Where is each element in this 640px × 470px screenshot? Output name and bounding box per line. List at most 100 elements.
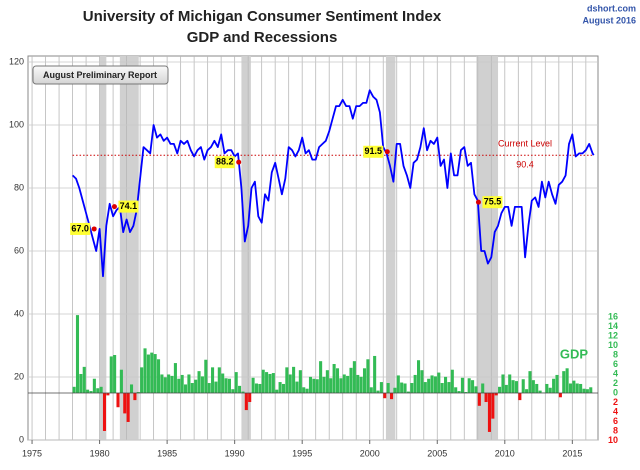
gdp-bar [295, 382, 298, 393]
gdp-bar [424, 382, 427, 393]
gdp-bar [437, 373, 440, 393]
x-tick-label: 2000 [360, 448, 380, 458]
y2-tick-label: 4 [613, 368, 618, 378]
y-tick-label: 80 [14, 182, 24, 192]
gdp-bar [79, 374, 82, 393]
annotation-point [92, 226, 97, 231]
gdp-bar [302, 387, 305, 393]
gdp-bar [525, 389, 528, 393]
gdp-bar [333, 364, 336, 393]
gdp-bar [417, 360, 420, 393]
gdp-bar [403, 383, 406, 392]
gdp-bar [258, 384, 261, 393]
gdp-bar [228, 379, 231, 393]
gdp-bar [96, 388, 99, 393]
gdp-bar [191, 383, 194, 393]
gdp-bar [252, 378, 255, 393]
gdp-bar [481, 383, 484, 392]
y-tick-label: 60 [14, 245, 24, 255]
gdp-bar [309, 377, 312, 393]
x-tick-label: 1985 [157, 448, 177, 458]
gdp-bar [420, 370, 423, 393]
gdp-bar [171, 376, 174, 393]
gdp-bar [143, 348, 146, 393]
y2-tick-label: 16 [608, 311, 618, 321]
x-tick-label: 2005 [427, 448, 447, 458]
gdp-bar [582, 389, 585, 393]
gdp-bar [177, 379, 180, 393]
gdp-bar [441, 383, 444, 393]
gdp-bar [289, 374, 292, 393]
gdp-bar [555, 375, 558, 393]
y-tick-label: 20 [14, 371, 24, 381]
gdp-bar [292, 367, 295, 393]
gdp-bar [83, 367, 86, 393]
gdp-bar [306, 389, 309, 393]
gdp-bar [515, 381, 518, 393]
gdp-bar [221, 374, 224, 393]
gdp-bar [174, 363, 177, 393]
y-tick-label: 40 [14, 308, 24, 318]
gdp-bar [461, 378, 464, 393]
gdp-bar [512, 380, 515, 393]
gdp-bar [262, 370, 265, 393]
reference-value: 90.4 [516, 160, 534, 170]
gdp-bar [181, 375, 184, 393]
gdp-bar [485, 393, 488, 402]
gdp-bar [410, 383, 413, 393]
gdp-bar [316, 379, 319, 393]
y2-tick-label: 2 [613, 378, 618, 388]
gdp-bar [572, 381, 575, 393]
gdp-bar [282, 384, 285, 393]
gdp-bar [528, 371, 531, 393]
gdp-bar [248, 393, 251, 402]
date: August 2016 [582, 15, 636, 25]
annotation-label: 67.0 [71, 223, 89, 233]
y-tick-label: 100 [9, 119, 24, 129]
gdp-bar [208, 383, 211, 393]
y2-tick-label: 6 [613, 416, 618, 426]
gdp-bar [566, 368, 569, 393]
gdp-bar [579, 384, 582, 393]
y2-tick-label: 10 [608, 435, 618, 445]
source: dshort.com [587, 3, 636, 13]
y2-tick-label: 8 [613, 425, 618, 435]
gdp-bar [86, 390, 89, 393]
gdp-bar [120, 370, 123, 393]
gdp-bar [370, 387, 373, 393]
x-tick-label: 1990 [225, 448, 245, 458]
gdp-bar [116, 393, 119, 407]
gdp-bar [545, 384, 548, 393]
annotation-label: 74.1 [120, 201, 138, 211]
chart-title: University of Michigan Consumer Sentimen… [83, 8, 442, 25]
gdp-bar [167, 374, 170, 393]
gdp-bar [552, 379, 555, 393]
gdp-bar [214, 382, 217, 393]
y2-tick-label: 8 [613, 349, 618, 359]
gdp-bar [586, 389, 589, 393]
gdp-bar [349, 368, 352, 393]
y2-tick-label: 0 [613, 387, 618, 397]
gdp-bar [373, 356, 376, 393]
gdp-bar [454, 387, 457, 393]
gdp-bar [73, 387, 76, 393]
gdp-bar [238, 386, 241, 393]
x-tick-label: 1975 [22, 448, 42, 458]
gdp-bar [130, 384, 133, 393]
gdp-bar [447, 382, 450, 393]
gdp-bar [225, 378, 228, 393]
gdp-bar [322, 377, 325, 393]
gdp-bar [346, 376, 349, 393]
gdp-bar [231, 389, 234, 393]
gdp-bar [431, 375, 434, 393]
gdp-bar [360, 377, 363, 393]
x-tick-label: 1995 [292, 448, 312, 458]
y2-tick-label: 12 [608, 330, 618, 340]
y2-tick-label: 14 [608, 321, 618, 331]
gdp-bar [427, 379, 430, 393]
gdp-bar [535, 384, 538, 393]
gdp-bar [390, 393, 393, 399]
gdp-bar [353, 361, 356, 393]
